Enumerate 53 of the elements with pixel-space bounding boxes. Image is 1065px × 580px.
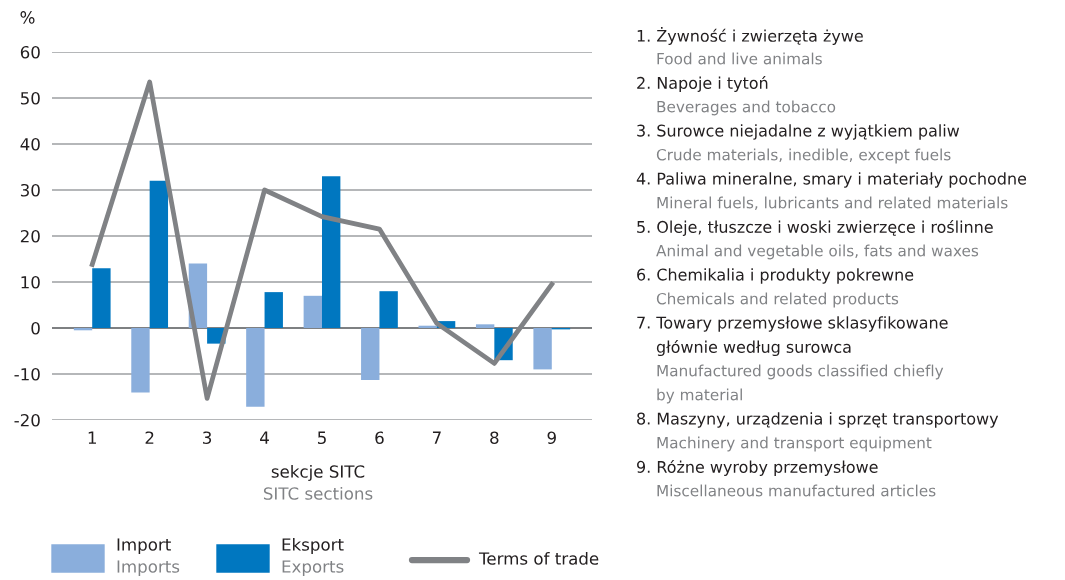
x-tick-label: 9 [547,431,556,445]
bar [361,328,380,380]
x-tick-label: 2 [145,431,154,444]
bar [322,176,341,328]
x-axis-title: sekcje SITC SITC sections [263,464,373,500]
text: Crude materials, inedible, except fuels [656,148,951,164]
text: Chemicals and related products [656,292,899,308]
text: Manufactured goods classified chiefly by material [657,364,944,404]
x-tick-label: 7 [432,431,441,444]
legend-label: Eksport Exports [282,537,344,577]
bar [533,328,552,370]
x-tick-label: 1 [88,431,96,444]
y-tick-label: 30 [20,183,40,197]
y-tick-label: 20 [20,229,40,243]
legend-label: Import Imports [117,538,180,577]
text: 6. Chemikalia i produkty pokrewne [637,268,914,284]
text: 4. Paliwa mineralne, smary i materiały pochodne [636,172,1027,188]
y-axis-title: % [20,11,35,24]
text: 7. Towary przemysłowe sklasyfikowane głównie według surowca [637,316,948,357]
text: 9. Różne wyroby przemysłowe [637,459,878,477]
text: Machinery and transport equipment [657,436,932,452]
legend-label: Terms of trade [478,551,599,565]
x-tick-label: 5 [317,431,326,445]
y-tick-label: -20 [14,413,40,427]
text: Mineral fuels, lubricants and related materials [657,196,1008,210]
bar [149,180,169,328]
text: Food and live animals [657,52,822,65]
bar [475,324,495,328]
text: 5. Oleje, tłuszcze i woski zwierzęce i roślinne [637,219,993,237]
x-tick-label: 8 [490,431,499,445]
text: 2. Napoje i tytoń [637,75,768,93]
text: 3. Surowce niejadalne z wyjątkiem paliw [637,124,960,140]
text: 1. Żywność i zwierzęta żywe [637,27,863,45]
text: Miscellaneous manufactured articles [657,484,936,497]
bar [131,328,150,393]
x-tick-label: 4 [260,431,269,444]
bar [379,291,398,328]
y-tick-label: -10 [14,367,40,381]
bar [92,268,111,328]
bar [303,295,322,328]
bar [246,328,265,407]
x-tick-label: 3 [203,431,212,445]
y-tick-label: 50 [20,91,40,105]
bar [264,292,283,328]
y-tick-label: 60 [20,45,40,59]
text: Animal and vegetable oils, fats and waxes [656,244,979,260]
line-series [89,79,555,401]
x-tick-label: 6 [375,431,384,445]
y-tick-label: 40 [20,137,40,151]
text: Beverages and tobacco [657,100,836,116]
text: 8. Maszyny, urządzenia i sprzęt transportowy [637,412,999,428]
y-tick-label: 0 [31,321,40,335]
y-tick-label: 10 [21,275,40,289]
